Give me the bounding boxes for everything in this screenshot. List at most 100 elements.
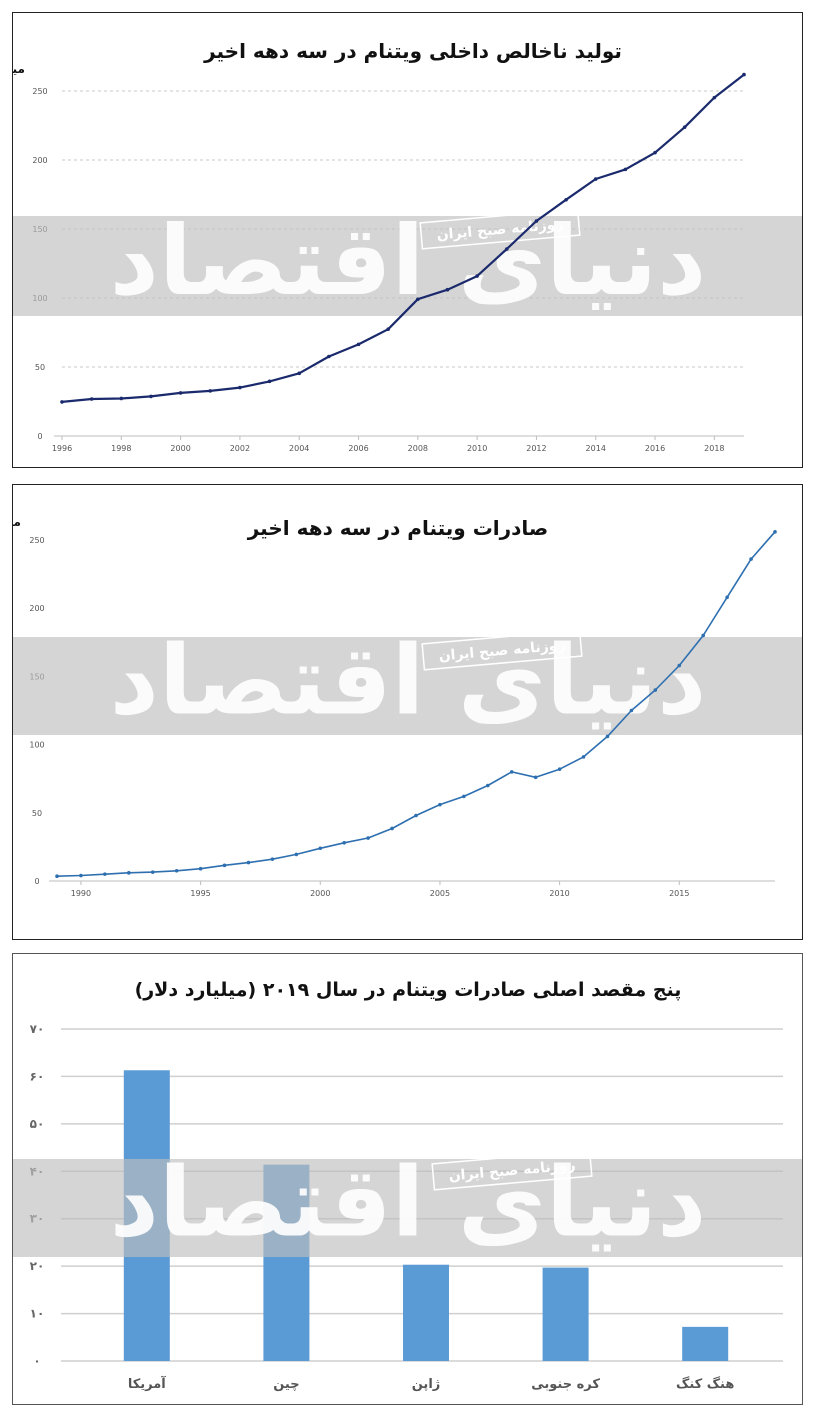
watermark-band [13,637,802,735]
x-tick-label: 2000 [170,444,190,453]
data-point [208,389,213,393]
data-point [623,167,628,172]
data-point [55,874,59,879]
y-tick-label: 100 [29,741,44,750]
watermark-tagline-box [431,1149,593,1191]
data-point [749,557,753,561]
data-point [79,873,83,878]
data-point [593,177,598,181]
y-tick-label: 250 [32,87,47,96]
data-point [701,633,705,638]
data-point [509,770,514,774]
data-point [342,841,347,845]
watermark-tagline-box [421,629,583,671]
x-tick-label: 1996 [52,444,72,453]
data-point [150,870,155,874]
y-tick-label: 50 [32,809,42,818]
data-point [653,150,657,155]
data-point [712,95,717,100]
exports-chart-panel: صادرات ویتنام در سه دهه اخیر میلیارد دلار… [12,484,803,940]
y-tick-label: 200 [32,156,47,165]
data-point [327,354,331,359]
y-tick-label: ۲۰ [30,1259,45,1273]
x-tick-label: 2012 [526,444,546,453]
data-point [504,247,509,251]
data-point [318,846,323,851]
data-point [414,813,418,818]
data-point [533,775,538,780]
data-point [60,400,64,404]
x-tick-label: 2006 [348,444,368,453]
data-point [238,385,242,390]
gdp-chart-panel: تولید ناخالص داخلی ویتنام در سه دهه اخیر… [12,12,803,468]
y-axis-unit-label: میلیارد دلار [13,62,25,76]
data-point [178,391,183,395]
y-tick-label: ۵۰ [30,1117,45,1131]
exports-chart: صادرات ویتنام در سه دهه اخیر میلیارد دلار… [13,515,802,898]
export-destinations-chart-panel: پنج مقصد اصلی صادرات ویتنام در سال ۲۰۱۹ … [12,953,803,1405]
data-point [246,860,251,865]
x-tick-label: 2004 [289,444,309,453]
x-tick-label: 1990 [71,889,91,898]
data-point [222,863,227,868]
x-tick-label: 2010 [549,889,569,898]
data-point [127,871,131,875]
data-point [605,734,610,739]
data-point [773,530,777,534]
category-label: هنگ کنگ [676,1376,734,1392]
y-tick-label: ۶۰ [30,1069,45,1083]
data-point [581,755,586,759]
data-point [356,342,361,347]
data-point [390,826,394,831]
data-point [103,872,107,876]
y-tick-label: 50 [35,363,45,372]
data-point [294,852,299,857]
category-label: چین [273,1377,299,1392]
data-point [682,125,687,129]
watermark-tagline-box [419,208,581,250]
x-tick-label: 2018 [704,444,724,453]
data-point [475,274,479,278]
series-line [61,73,745,403]
data-point [416,297,420,302]
y-axis-unit-label: میلیارد دلار [13,515,21,529]
data-point [270,857,275,861]
bar [403,1264,449,1361]
x-tick-label: 2010 [467,444,487,453]
watermark-brand: دنیای اقتصاد [110,1146,707,1258]
data-point [486,783,490,788]
data-point [297,371,302,376]
x-tick-label: 2008 [408,444,428,453]
data-point [198,866,203,871]
watermark-band [13,1159,802,1257]
chart-title: پنج مقصد اصلی صادرات ویتنام در سال ۲۰۱۹ … [135,979,682,1001]
y-tick-label: 200 [29,604,44,613]
chart-title: تولید ناخالص داخلی ویتنام در سه دهه اخیر [203,39,622,63]
x-tick-label: 2000 [310,889,330,898]
data-point [462,794,466,799]
bar [542,1267,589,1361]
gdp-chart: تولید ناخالص داخلی ویتنام در سه دهه اخیر… [13,39,802,453]
y-tick-label: ۰ [33,1354,40,1368]
data-point [725,595,729,600]
data-point [119,396,124,401]
category-label: آمریکا [128,1375,166,1392]
y-tick-label: ۷۰ [30,1022,45,1036]
data-point [677,663,682,668]
y-tick-label: 0 [34,877,39,886]
export-destinations-chart: پنج مقصد اصلی صادرات ویتنام در سال ۲۰۱۹ … [13,979,802,1392]
data-point [438,802,442,807]
data-point [386,327,390,331]
x-tick-label: 2016 [645,444,665,453]
y-tick-label: 0 [37,432,42,441]
category-label: ژاپن [412,1377,441,1392]
y-tick-label: ۱۰ [30,1307,45,1321]
x-tick-label: 2005 [430,889,450,898]
data-point [653,688,658,692]
data-point [534,219,539,223]
x-tick-label: 2014 [586,444,606,453]
x-tick-label: 2015 [669,889,689,898]
